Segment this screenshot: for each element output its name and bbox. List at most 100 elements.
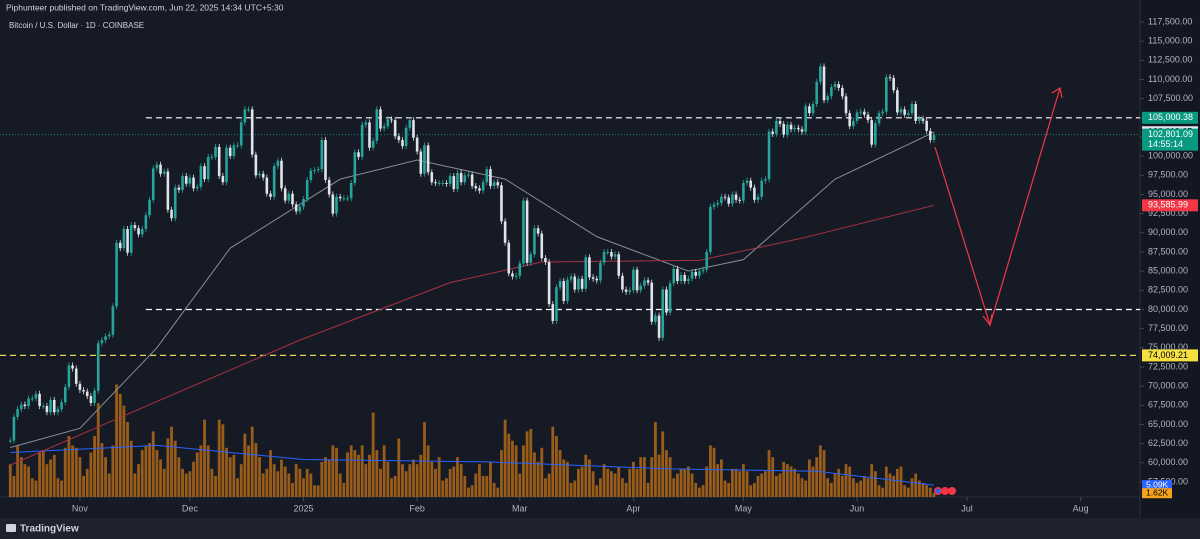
volume-bar (148, 443, 151, 497)
volume-bar (250, 426, 254, 497)
volume-bar (730, 468, 734, 497)
event-icons (934, 487, 956, 495)
volume-bar (599, 478, 602, 497)
volume-bar (434, 468, 437, 497)
volume-bar (379, 468, 382, 497)
volume-bar (78, 457, 82, 497)
volume-bar (276, 471, 280, 497)
volume-bar (580, 466, 584, 497)
volume-bar (844, 464, 848, 497)
y-tick-label: 90,000.00 (1148, 227, 1188, 237)
publisher: Piphunteer published on TradingView.com,… (6, 2, 284, 12)
volume-bar (144, 445, 148, 497)
volume-bar (584, 454, 588, 497)
volume-bar (133, 473, 137, 497)
volume-bar (419, 454, 423, 497)
volume-bar (566, 461, 569, 497)
volume-bar (199, 445, 203, 497)
price-label-box (1142, 111, 1198, 124)
volume-bar (412, 459, 415, 497)
volume-bar (785, 464, 789, 497)
volume-bar (368, 454, 371, 497)
volume-bar (287, 473, 291, 497)
x-tick-label: Jul (961, 503, 973, 513)
volume-bar (752, 482, 756, 497)
volume-bar (774, 475, 778, 497)
volume-bar (804, 480, 808, 497)
volume-bar (661, 431, 665, 497)
volume-bar (100, 443, 104, 497)
volume-bar (437, 457, 441, 497)
x-tick-label: Mar (512, 503, 528, 513)
volume-bar (547, 473, 551, 497)
volume-bar (225, 447, 228, 497)
y-tick-label: 62,500.00 (1148, 438, 1188, 448)
volume-bar (917, 480, 921, 497)
volume-bar (93, 436, 96, 497)
volume-bar (895, 468, 899, 497)
plot (0, 63, 1140, 497)
volume-bar (393, 475, 397, 497)
volume-bar (888, 473, 892, 497)
brand: TradingView (20, 524, 79, 535)
volume-bar (390, 478, 393, 497)
volume-bar (610, 471, 613, 497)
volume-bar (63, 447, 67, 497)
volume-bar (727, 482, 731, 497)
volume-bar (386, 461, 390, 497)
volume-bar (456, 457, 459, 497)
price-label-box (1142, 128, 1198, 151)
event-icon (935, 488, 941, 494)
volume-bar (291, 482, 294, 497)
volume-bar (309, 473, 313, 497)
logo-mark (6, 524, 16, 532)
volume-bar (650, 457, 654, 497)
volume-bar (800, 478, 804, 497)
ma-line (10, 204, 935, 466)
volume-bar (492, 482, 496, 497)
x-tick-label: Jun (850, 503, 865, 513)
volume-bar (529, 429, 533, 497)
volume-bar (89, 452, 93, 497)
volume-bar (716, 464, 720, 497)
volume-bar (672, 478, 676, 497)
volume-bar (188, 471, 192, 497)
volume-bar (423, 422, 426, 497)
volume-bar (536, 461, 540, 497)
volume-bar (324, 457, 327, 497)
volume-bar (56, 478, 60, 497)
volume-bar (851, 478, 855, 497)
volume-bar (928, 487, 932, 497)
volume-bar (52, 454, 56, 497)
volume-bar (489, 461, 492, 497)
volume-bar (514, 445, 518, 497)
volume-bar (507, 433, 511, 497)
volume-bar (932, 493, 936, 497)
volume-bar (137, 464, 140, 497)
volume-bar (382, 445, 386, 497)
volume-bar (811, 466, 815, 497)
volume-bar (335, 447, 338, 497)
x-tick-label: Apr (626, 503, 640, 513)
event-icon (948, 487, 956, 495)
volume-bar (316, 485, 320, 497)
volume-bar (511, 440, 514, 497)
volume-bar (877, 485, 881, 497)
volume-bar (767, 450, 771, 497)
volume-bar (129, 440, 133, 497)
price-label: 93,585.99 (1148, 200, 1188, 210)
volume-bar (331, 445, 335, 497)
volume-bar (635, 468, 639, 497)
volume-bar (903, 485, 907, 497)
volume-bar (19, 457, 23, 497)
volume-bar (140, 450, 144, 497)
volume-bar (298, 468, 302, 497)
volume-bar (221, 424, 225, 497)
volume-bar (496, 487, 500, 497)
y-tick-label: 72,500.00 (1148, 361, 1188, 371)
volume-bar (126, 422, 129, 497)
volume-bar (866, 478, 870, 497)
volume-bar (782, 461, 786, 497)
volume-bar (82, 475, 85, 497)
volume-bar (668, 457, 672, 497)
